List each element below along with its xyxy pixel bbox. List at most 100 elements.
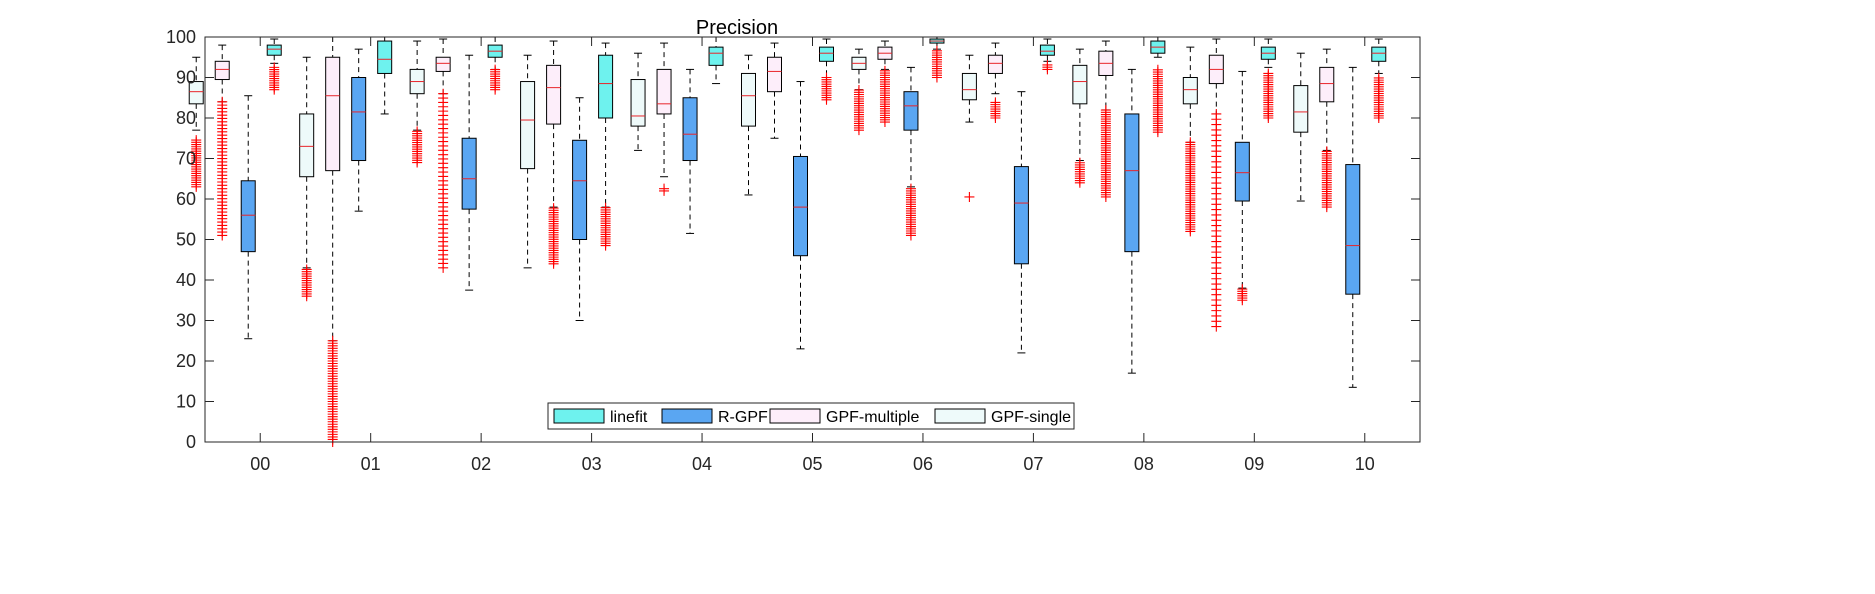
y-tick-label: 0 [186,432,196,452]
x-tick-label: 01 [361,454,381,474]
box-gpf-multiple-00 [214,44,230,241]
box-gpf-single-04 [630,52,646,151]
box-body [188,81,204,105]
x-tick-label: 05 [802,454,822,474]
box-gpf-single-03 [520,54,536,269]
box-body [1293,85,1309,133]
legend: linefit R-GPF GPF-multiple GPF-single [547,402,1075,430]
outlier-marker [1042,59,1053,70]
outlier-marker [990,97,1001,108]
box-body [266,44,282,56]
box-body [1039,44,1055,56]
outlier-marker [1211,108,1222,119]
box-body [1072,64,1088,105]
legend-label-r-gpf: R-GPF [718,409,768,426]
x-tick-label: 09 [1244,454,1264,474]
box-body [987,54,1003,74]
box-gpf-multiple-02 [435,38,451,273]
legend-label-gpf-single: GPF-single [991,409,1071,426]
outlier-marker [1152,64,1163,75]
axes: 0 10 20 30 40 50 60 70 80 90 100 00 01 02 03 04 05 06 07 08… [166,27,1421,474]
box-r-gpf-05 [793,81,808,350]
box-gpf-single-08 [1072,48,1088,188]
box-r-gpf-01 [351,48,367,212]
box-linefit-02 [487,36,503,95]
y-tick-label: 60 [176,189,196,209]
box-body [351,77,367,162]
box-body [767,56,782,93]
box-gpf-single-05 [741,54,756,196]
box-gpf-single-00 [188,56,204,192]
box-linefit-04 [708,36,724,85]
box-gpf-multiple-03 [546,40,562,269]
box-body [1371,46,1387,62]
box-r-gpf-00 [240,95,256,340]
x-tick-label: 07 [1023,454,1043,474]
x-tick-label: 00 [250,454,270,474]
chart-title: Precision [696,17,778,39]
box-linefit-09 [1260,38,1276,123]
x-tick-label: 03 [582,454,602,474]
box-gpf-multiple-09 [1208,38,1224,332]
outlier-marker [301,264,312,275]
box-linefit-00 [266,38,282,95]
outlier-marker [1074,157,1085,168]
outlier-marker [217,96,228,107]
box-gpf-single-01 [299,56,315,302]
outlier-marker [659,183,670,194]
box-body [520,81,536,170]
box-gpf-multiple-07 [987,42,1003,123]
y-tick-label: 30 [176,311,196,331]
box-linefit-10 [1371,38,1387,123]
box-gpf-single-10 [1293,52,1309,202]
box-body [708,46,724,66]
y-tick-label: 10 [176,392,196,412]
x-tick-label: 02 [471,454,491,474]
outlier-marker [853,85,864,96]
outlier-marker [879,65,890,76]
outlier-marker [548,203,559,214]
box-body [741,72,756,127]
box-r-gpf-09 [1234,70,1250,306]
axes-frame [204,36,1421,443]
box-body [1345,164,1361,295]
outlier-marker [438,88,449,99]
outlier-marker [269,62,280,73]
legend-swatch-gpf-multiple [769,408,821,424]
outlier-marker [1100,105,1111,116]
box-linefit-06 [929,36,945,83]
box-gpf-single-07 [961,54,977,202]
outlier-marker [1237,284,1248,295]
box-body [214,60,230,81]
outlier-marker [964,191,975,202]
box-r-gpf-10 [1345,66,1361,388]
outlier-marker [1185,137,1196,148]
box-gpf-multiple-05 [767,42,782,139]
box-linefit-07 [1039,38,1055,75]
outlier-marker [821,72,832,83]
x-tick-label: 06 [913,454,933,474]
box-gpf-multiple-04 [656,42,672,196]
box-body [598,54,614,119]
legend-swatch-linefit [553,408,605,424]
box-linefit-03 [598,42,614,251]
box-linefit-05 [819,38,834,105]
box-body [819,46,834,62]
outlier-marker [931,45,942,56]
y-tick-label: 50 [176,230,196,250]
x-tick-label: 08 [1134,454,1154,474]
outlier-marker [1263,68,1274,79]
y-tick-label: 40 [176,270,196,290]
box-r-gpf-06 [903,66,919,241]
box-body [1124,113,1140,253]
box-body [546,64,562,125]
box-body [1319,66,1335,103]
box-gpf-single-09 [1182,46,1198,237]
outlier-marker [905,183,916,194]
y-tick-label: 20 [176,351,196,371]
legend-swatch-r-gpf [661,408,713,424]
outlier-marker [600,202,611,213]
box-body [630,79,646,127]
box-linefit-08 [1150,36,1166,138]
